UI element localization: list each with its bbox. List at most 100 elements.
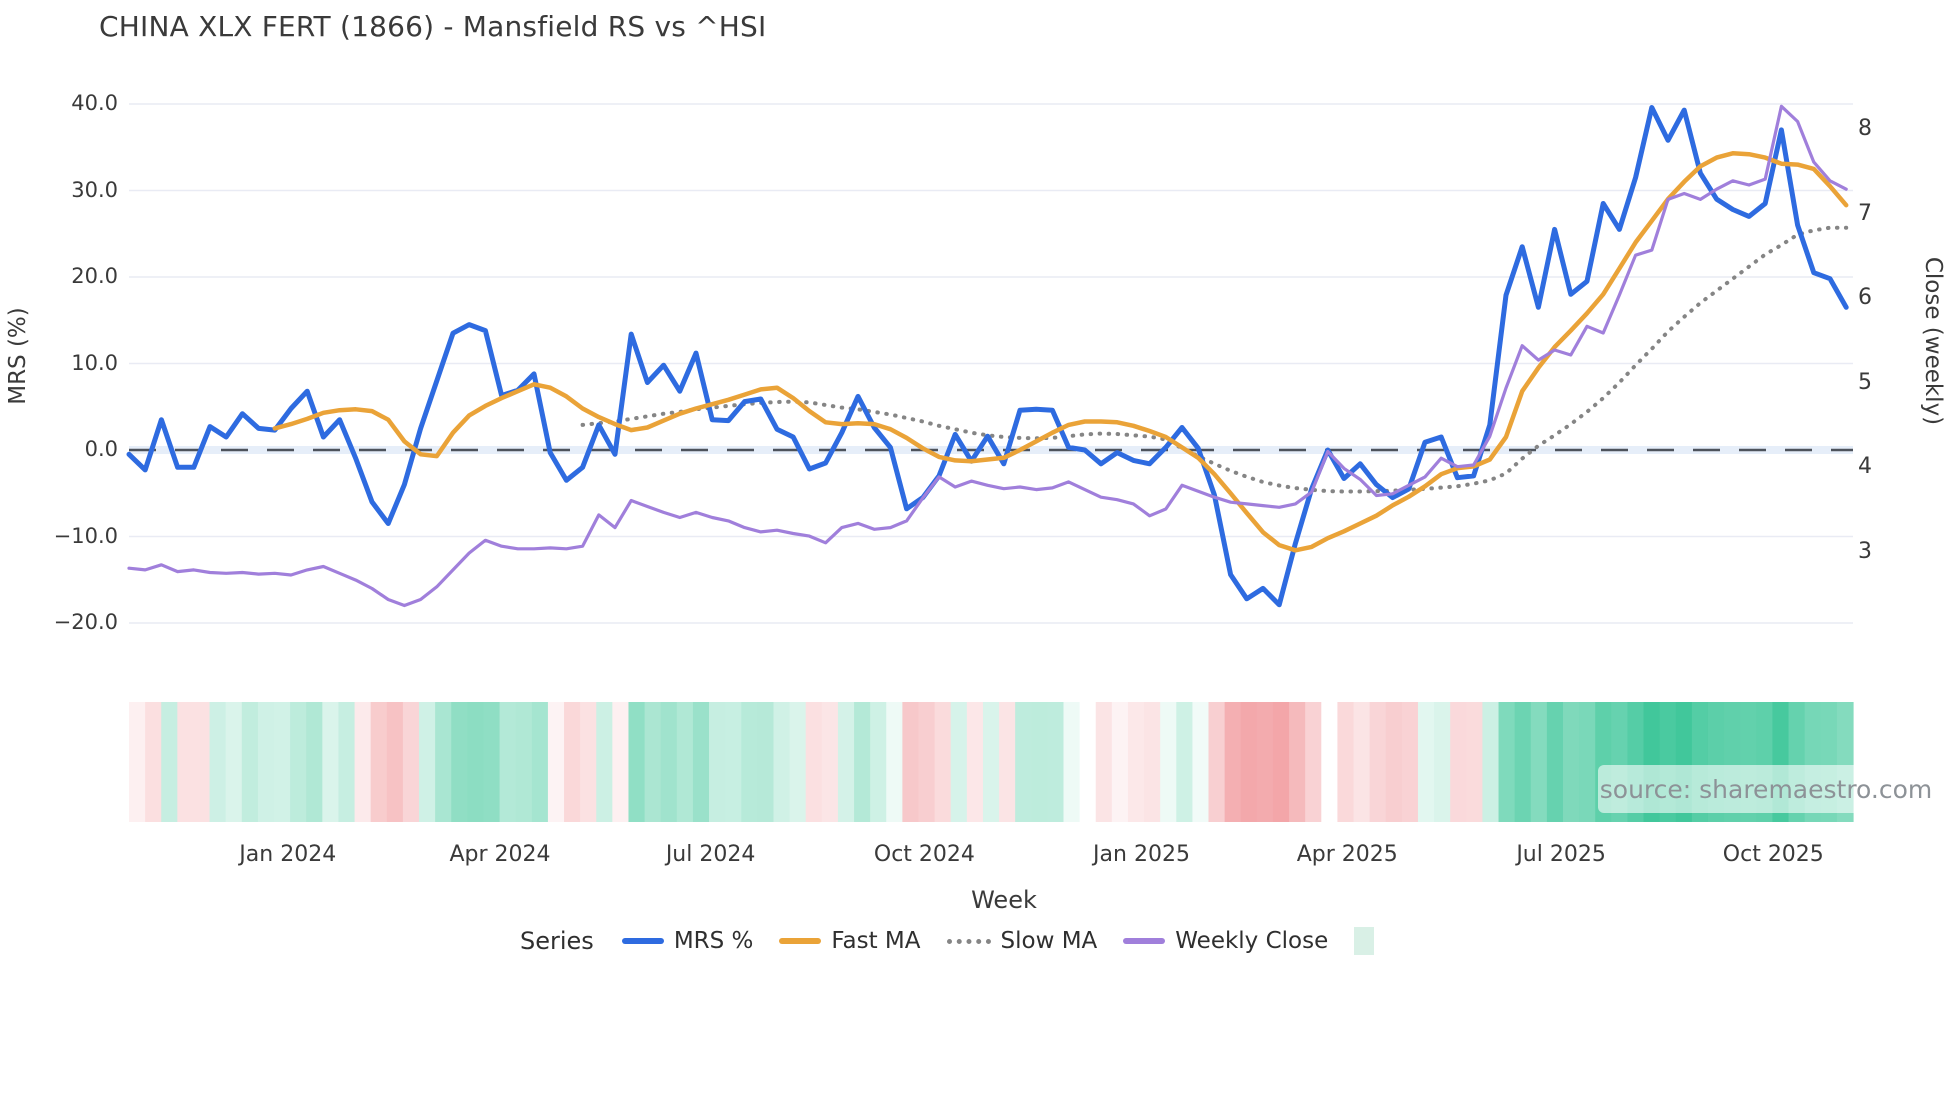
heatmap-week-cell [322, 702, 340, 822]
fast-ma-line [272, 151, 1849, 553]
page-title: CHINA XLX FERT (1866) - Mansfield RS vs … [99, 10, 767, 43]
heatmap-week-cell [435, 702, 452, 822]
heatmap-week-cell [1434, 702, 1451, 822]
y-left-tick-label: 30.0 [71, 177, 118, 202]
source-watermark-text: source: sharemaestro.com [1599, 774, 1933, 804]
heatmap-week-cell [161, 702, 178, 822]
heatmap-week-cell [999, 702, 1016, 822]
x-tick-label: Oct 2024 [873, 842, 975, 867]
heatmap-week-cell [306, 702, 323, 822]
heatmap-week-cell [1256, 702, 1274, 822]
mrs-line [126, 105, 1849, 608]
heatmap-swatch-icon [1354, 927, 1375, 955]
x-tick-label: Jul 2024 [665, 842, 756, 867]
heatmap-week-cell [1079, 702, 1097, 822]
heatmap-week-cell [209, 702, 227, 822]
heatmap-week-cell [1127, 702, 1145, 822]
x-tick-label: Apr 2024 [449, 842, 551, 867]
legend-item-label: Weekly Close [1175, 928, 1329, 954]
heatmap-week-cell [725, 702, 742, 822]
heatmap-week-cell [177, 702, 195, 822]
x-axis-title: Week [971, 886, 1037, 914]
heatmap-week-cell [145, 702, 162, 822]
dotted-line-swatch-icon [946, 938, 991, 944]
heatmap-week-cell [1498, 702, 1516, 822]
heatmap-week-cell [1240, 702, 1258, 822]
heatmap-week-cell [1176, 702, 1193, 822]
y-left-tick-label: 40.0 [71, 91, 118, 115]
zero-band [129, 446, 1853, 454]
x-tick-label: Jul 2025 [1516, 842, 1606, 867]
legend-item-heatmap[interactable] [1354, 927, 1375, 955]
legend-item-fast-ma[interactable]: Fast MA [779, 928, 921, 954]
heatmap-week-cell [612, 702, 630, 822]
y-left-tick-label: 0.0 [84, 437, 118, 461]
heatmap-week-cell [902, 702, 920, 822]
heatmap-week-cell [129, 702, 146, 822]
heatmap-week-cell [386, 702, 404, 822]
heatmap-week-cell [870, 702, 887, 822]
heatmap-week-cell [354, 702, 372, 822]
heatmap-week-cell [854, 702, 871, 822]
heatmap-week-cell [628, 702, 646, 822]
legend: Series MRS % Fast MA Slow MA Weekly Close [520, 920, 1375, 962]
heatmap-week-cell [193, 702, 211, 822]
legend-item-slow-ma[interactable]: Slow MA [946, 928, 1097, 954]
heatmap-week-cell [1417, 702, 1435, 822]
y-axis-right-title: Close (weekly) [1920, 256, 1946, 426]
heatmap-week-cell [1353, 702, 1371, 822]
heatmap-week-cell [805, 702, 823, 822]
y-left-tick-label: −20.0 [53, 610, 118, 634]
heatmap-week-cell [741, 702, 758, 822]
heatmap-week-cell [1337, 702, 1355, 822]
heatmap-week-cell [370, 702, 388, 822]
heatmap-week-cell [789, 702, 807, 822]
heatmap-week-cell [1192, 702, 1210, 822]
x-tick-label: Oct 2025 [1722, 842, 1824, 867]
heatmap-week-cell [1111, 702, 1129, 822]
heatmap-week-cell [1272, 702, 1290, 822]
heatmap-week-cell [1321, 702, 1339, 822]
heatmap-week-cell [547, 702, 565, 822]
heatmap-week-cell [692, 702, 710, 822]
legend-item-mrs-[interactable]: MRS % [621, 928, 754, 954]
heatmap-week-cell [966, 702, 984, 822]
heatmap-week-cell [338, 702, 356, 822]
heatmap-week-cell [982, 702, 1000, 822]
heatmap-week-cell [950, 702, 968, 822]
heatmap-week-cell [515, 702, 533, 822]
heatmap-week-cell [1579, 702, 1596, 822]
heatmap-week-cell [886, 702, 903, 822]
y-right-tick-label: 3 [1858, 539, 1872, 564]
y-right-tick-label: 7 [1858, 200, 1872, 226]
heatmap-week-cell [225, 702, 243, 822]
legend-item-label: MRS % [673, 928, 754, 954]
heatmap-week-cell [1482, 702, 1500, 822]
heatmap-week-cell [596, 702, 613, 822]
line-swatch-icon [779, 938, 822, 944]
heatmap-week-cell [918, 702, 936, 822]
heatmap-week-cell [1562, 702, 1580, 822]
heatmap-week-cell [564, 702, 581, 822]
heatmap-week-cell [1063, 702, 1081, 822]
heatmap-week-cell [274, 702, 291, 822]
y-left-tick-label: 10.0 [71, 350, 118, 375]
y-left-tick-label: 20.0 [71, 264, 118, 288]
heatmap-week-cell [290, 702, 307, 822]
heatmap-week-cell [1546, 702, 1564, 822]
heatmap-week-cell [1095, 702, 1113, 822]
heatmap-week-cell [1514, 702, 1532, 822]
heatmap-week-cell [1369, 702, 1387, 822]
heatmap-week-cell [934, 702, 952, 822]
heatmap-week-cell [499, 702, 517, 822]
heatmap-week-cell [773, 702, 791, 822]
heatmap-week-cell [1208, 702, 1226, 822]
line-swatch-icon [1123, 938, 1166, 944]
heatmap-week-cell [1305, 702, 1322, 822]
heatmap-week-cell [1289, 702, 1306, 822]
heatmap-week-cell [837, 702, 855, 822]
x-tick-label: Jan 2024 [239, 842, 337, 867]
heatmap-week-cell [644, 702, 662, 822]
legend-item-weekly-close[interactable]: Weekly Close [1123, 928, 1328, 954]
